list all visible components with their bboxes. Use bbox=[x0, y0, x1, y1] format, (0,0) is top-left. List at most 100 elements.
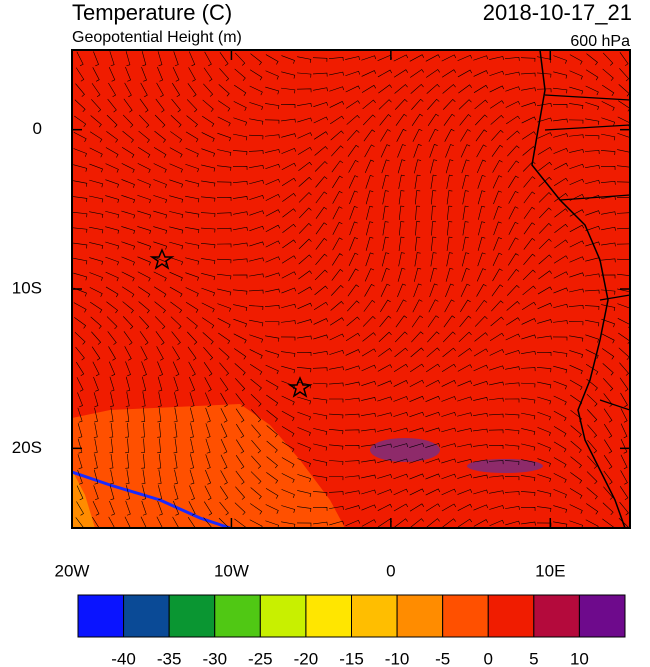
wind-barb bbox=[504, 460, 520, 465]
wind-barb bbox=[584, 305, 600, 310]
wind-barb bbox=[537, 427, 551, 436]
wind-barb bbox=[157, 438, 161, 454]
wind-barb bbox=[137, 286, 151, 298]
wind-barb bbox=[458, 99, 472, 110]
wind-barb bbox=[505, 366, 520, 371]
wind-barb bbox=[312, 507, 328, 511]
wind-barb bbox=[446, 252, 453, 267]
wind-barb bbox=[121, 226, 136, 234]
wind-barb bbox=[93, 376, 99, 392]
wind-barb bbox=[537, 411, 551, 421]
wind-barb bbox=[430, 190, 437, 205]
wind-barb bbox=[461, 159, 470, 174]
wind-barb bbox=[475, 299, 488, 312]
wind-barb bbox=[297, 367, 312, 373]
wind-barb bbox=[313, 301, 329, 310]
wind-barb bbox=[189, 469, 195, 485]
wind-barb bbox=[219, 52, 229, 66]
wind-barb bbox=[89, 163, 103, 173]
wind-barb bbox=[233, 133, 248, 141]
wind-barb bbox=[489, 490, 504, 495]
colorbar-cell bbox=[487, 594, 535, 638]
wind-barb bbox=[312, 72, 328, 77]
wind-barb bbox=[361, 504, 377, 511]
wind-barb bbox=[364, 268, 375, 282]
wind-barb bbox=[412, 299, 423, 313]
wind-barb bbox=[521, 397, 536, 404]
wind-barb bbox=[394, 518, 408, 528]
wind-barb bbox=[429, 283, 438, 298]
wind-barb bbox=[109, 51, 115, 67]
wind-barb bbox=[190, 423, 194, 438]
wind-barb bbox=[458, 518, 473, 528]
wind-barb bbox=[507, 268, 520, 281]
wind-barb bbox=[473, 380, 489, 386]
wind-barb bbox=[73, 164, 88, 172]
wind-barb bbox=[313, 443, 328, 451]
wind-barb bbox=[219, 377, 229, 392]
wind-barb bbox=[315, 222, 328, 235]
wind-barb bbox=[414, 190, 421, 205]
wind-barb bbox=[411, 98, 424, 110]
wind-barb bbox=[553, 473, 567, 483]
wind-barb bbox=[585, 164, 600, 169]
wind-barb bbox=[477, 190, 486, 205]
wind-barb bbox=[393, 380, 409, 387]
wind-barb bbox=[234, 348, 247, 360]
wind-barb bbox=[281, 395, 295, 406]
y-tick-label: 0 bbox=[33, 119, 42, 138]
wind-barb bbox=[170, 115, 182, 128]
wind-barb bbox=[153, 271, 167, 282]
wind-barb bbox=[603, 378, 614, 392]
wind-barb bbox=[604, 439, 613, 454]
wind-barb bbox=[537, 367, 552, 373]
wind-barb bbox=[398, 252, 405, 267]
wind-barb bbox=[125, 361, 131, 377]
wind-barb bbox=[157, 51, 163, 66]
wind-barb bbox=[220, 470, 228, 485]
wind-barb bbox=[125, 438, 129, 454]
wind-barb bbox=[331, 160, 344, 173]
wind-barb bbox=[235, 408, 245, 423]
wind-barb bbox=[233, 117, 248, 126]
wind-barb bbox=[138, 301, 150, 314]
wind-barb bbox=[602, 68, 614, 81]
wind-barb bbox=[73, 227, 88, 233]
wind-barb bbox=[443, 315, 456, 328]
wind-barb bbox=[430, 174, 437, 189]
wind-barb bbox=[537, 72, 552, 78]
wind-barb bbox=[473, 474, 488, 479]
wind-barb bbox=[106, 301, 118, 314]
wind-barb bbox=[138, 130, 150, 143]
wind-barb bbox=[282, 208, 296, 218]
wind-barb bbox=[537, 474, 552, 483]
wind-barb bbox=[92, 361, 100, 377]
wind-barb bbox=[329, 382, 344, 387]
wind-barb bbox=[587, 455, 598, 469]
wind-barb bbox=[620, 392, 628, 408]
wind-barb bbox=[409, 379, 425, 388]
wind-barb bbox=[201, 196, 216, 202]
wind-barb bbox=[172, 67, 180, 82]
wind-barb bbox=[216, 243, 232, 248]
wind-barb bbox=[520, 507, 536, 511]
wind-barb bbox=[425, 458, 441, 464]
wind-barb bbox=[201, 148, 215, 157]
wind-barb bbox=[141, 407, 146, 423]
wind-barb bbox=[89, 257, 104, 265]
wind-barb bbox=[473, 504, 489, 511]
wind-barb bbox=[619, 501, 629, 516]
wind-barb bbox=[124, 516, 131, 528]
wind-barb bbox=[361, 459, 376, 464]
wind-barb bbox=[266, 440, 278, 453]
wind-barb bbox=[393, 54, 409, 62]
wind-barb bbox=[121, 147, 135, 158]
wind-barb bbox=[137, 241, 151, 250]
wind-barb bbox=[232, 150, 248, 156]
wind-barb bbox=[492, 268, 503, 282]
wind-barb bbox=[105, 226, 120, 234]
wind-barb bbox=[620, 470, 628, 485]
wind-barb bbox=[108, 516, 116, 528]
wind-barb bbox=[298, 161, 312, 171]
wind-barb bbox=[249, 102, 264, 111]
